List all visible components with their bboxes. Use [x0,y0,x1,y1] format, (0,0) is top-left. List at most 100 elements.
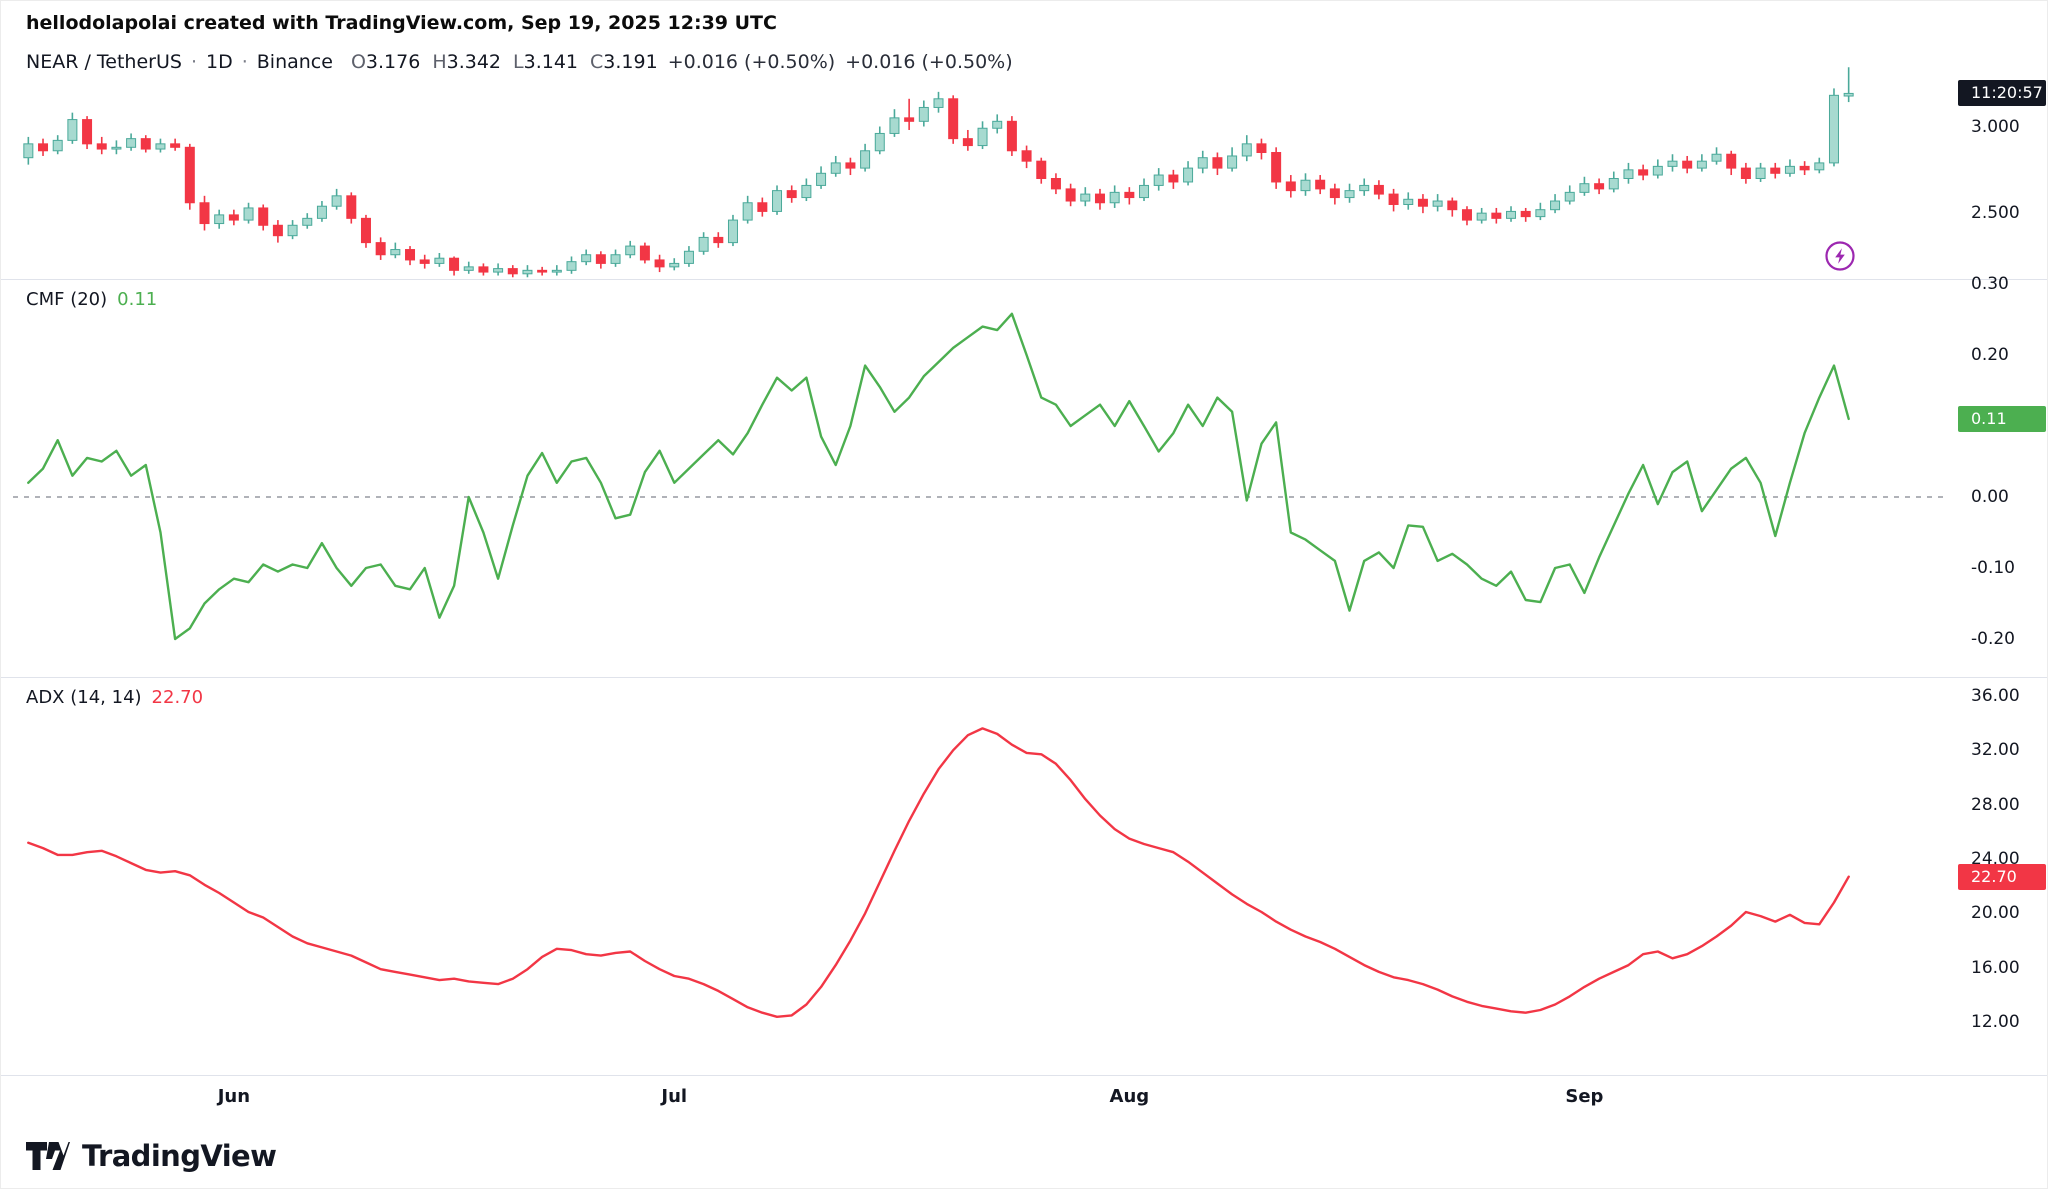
candle-body [1388,193,1399,205]
candle-body [1814,162,1825,171]
candle-body [1183,167,1194,183]
candle-body [1770,167,1781,174]
candle-body [889,117,900,134]
candle-body [1564,191,1575,202]
candle-body [449,257,460,271]
candle-body [507,268,518,275]
candle-body [258,207,269,226]
high-value: H3.342 [432,51,502,73]
candle-body [992,120,1003,129]
adx-current-value: 22.70 [151,687,204,708]
candle-body [786,190,797,199]
candle-body [904,117,915,122]
candle-body [1417,198,1428,207]
cmf-indicator-legend: CMF (20) 0.11 [26,289,157,310]
adx-value-badge: 22.70 [1958,863,2046,890]
candle-body [669,262,680,268]
candle-body [419,259,430,264]
adx-tick-label: 36.00 [1971,685,2020,706]
symbol-name[interactable]: NEAR / TetherUS [26,51,182,73]
candle-body [830,162,841,174]
candle-body [860,150,871,169]
time-axis-label: Sep [1565,1086,1604,1107]
candle-body [1153,174,1164,186]
interval-label[interactable]: 1D [205,51,233,73]
time-scale[interactable]: Jun Jul Aug Sep [1,1075,1949,1121]
tradingview-logo-mark [26,1142,70,1170]
candle-body [111,146,122,150]
candle-body [1403,198,1414,205]
boost-button[interactable] [1823,239,1857,273]
candle-body [1520,210,1531,218]
candle-body [1447,200,1458,211]
candle-body [243,207,254,221]
candle-body [1491,212,1502,219]
candle-body [772,190,783,212]
candle-body [1197,157,1208,169]
adx-indicator-legend: ADX (14, 14) 22.70 [26,687,203,708]
cmf-title[interactable]: CMF (20) [26,289,108,310]
candle-body [302,217,313,226]
candle-body [845,162,856,169]
candle-body [595,254,606,264]
adx-line [27,727,1850,1018]
candle-body [170,143,181,148]
candle-body [360,217,371,244]
candle-body [1652,165,1663,176]
candle-body [1065,188,1076,202]
candle-body [551,269,562,273]
candle-body [1256,143,1267,154]
candle-body [1315,179,1326,190]
candle-body [1726,153,1737,169]
candle-body [1021,150,1032,162]
time-axis-label: Jun [217,1086,251,1107]
candle-body [434,257,445,264]
candle-body [1696,160,1707,169]
candle-body [52,139,63,152]
candle-body [390,249,401,256]
candle-body [1579,183,1590,193]
candle-body [1373,184,1384,195]
candle-body [1740,167,1751,179]
candle-body [23,143,34,159]
candle-body [214,214,225,225]
candle-body [537,269,548,273]
adx-title[interactable]: ADX (14, 14) [26,687,142,708]
exchange-label[interactable]: Binance [256,51,333,73]
candle-body [962,138,973,147]
candle-body [1241,143,1252,157]
candle-body [874,132,885,152]
time-axis-label: Jul [661,1086,688,1107]
open-value: O3.176 [350,51,421,73]
separator-dot: · [190,51,197,73]
adx-tick-label: 24.00 [1971,848,2020,869]
cmf-tick-label: 0.00 [1971,486,2009,507]
tradingview-logo[interactable]: TradingView [25,1139,277,1173]
candle-body [727,219,738,244]
candle-body [184,146,195,204]
candle-body [625,245,636,256]
price-scale[interactable]: 11:20:57 0.11 22.70 3.000 2.500 0.30 0.20 0.… [1957,1,2047,1188]
cmf-line [27,312,1850,641]
tradingview-logo-text: TradingView [82,1139,277,1173]
candle-body [1506,210,1517,219]
candle-body [1638,169,1649,176]
candle-body [1050,177,1061,190]
candle-body [1344,190,1355,199]
change-percent: +0.016 (+0.50%) [845,51,1013,73]
candle-body [1594,183,1605,190]
candle-body [38,143,49,152]
candle-body [346,195,357,219]
candle-body [375,242,386,256]
separator-dot: · [241,51,248,73]
candle-body [96,143,107,150]
candle-body [1461,209,1472,221]
candle-body [1359,184,1370,192]
candle-body [331,195,342,207]
candle-body [228,214,239,221]
candle-body [1828,94,1839,164]
candle-body [1476,212,1487,221]
candle-body [1799,165,1810,171]
price-tick-label: 3.000 [1971,116,2020,137]
